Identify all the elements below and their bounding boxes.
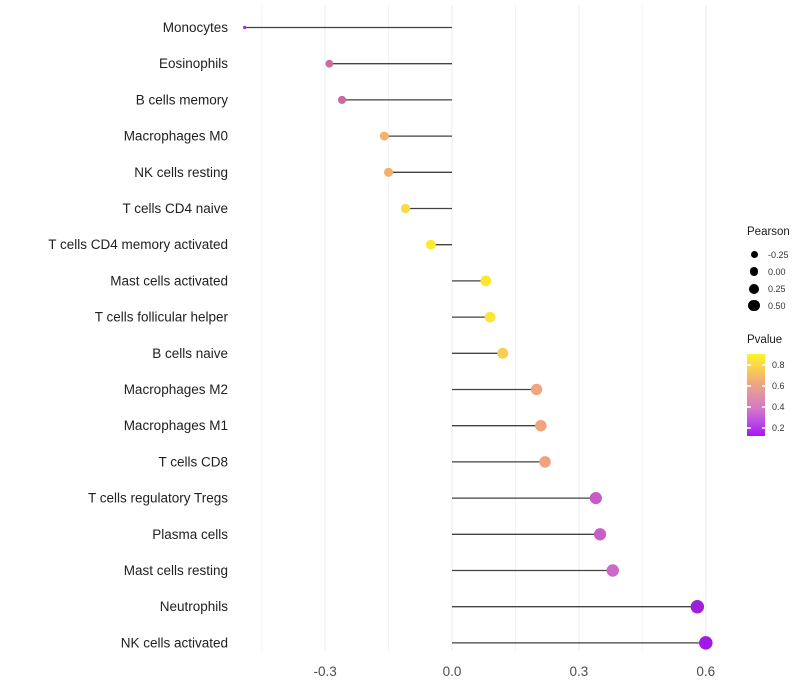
legend-size-label: 0.50 <box>768 300 786 311</box>
legend-pearson-item: 0.00 <box>747 263 790 280</box>
legend-size-dot <box>749 283 759 294</box>
data-point <box>480 275 492 287</box>
lollipop-row: T cells follicular helper <box>95 310 496 325</box>
legend-size-label: -0.25 <box>768 249 789 260</box>
category-label: NK cells resting <box>134 165 228 180</box>
lollipop-row: Plasma cells <box>152 527 607 542</box>
legend-pearson-title: Pearson <box>747 226 790 238</box>
category-label: B cells memory <box>136 92 229 107</box>
x-tick-label: 0.3 <box>570 664 589 679</box>
x-tick-label: 0.0 <box>443 664 462 679</box>
category-label: Macrophages M2 <box>124 382 228 397</box>
x-tick-label: 0.6 <box>696 664 715 679</box>
data-point <box>325 59 334 68</box>
colorbar-tick-label: 0.4 <box>772 401 785 412</box>
data-point <box>337 95 347 104</box>
legend-pearson: Pearson -0.25 0.00 0.25 0.50 <box>747 226 790 314</box>
pvalue-colorbar <box>747 354 765 436</box>
colorbar-tick <box>747 406 751 408</box>
legend-size-dot <box>748 299 760 312</box>
data-point <box>379 131 389 141</box>
lollipop-row: Monocytes <box>163 20 452 35</box>
colorbar-tick <box>761 364 765 366</box>
lollipop-row: Neutrophils <box>160 599 705 614</box>
lollipop-row: T cells regulatory Tregs <box>88 491 602 506</box>
colorbar-tick-label: 0.6 <box>772 380 785 391</box>
lollipop-row: B cells memory <box>136 92 452 107</box>
data-point <box>593 528 607 541</box>
category-label: Mast cells resting <box>124 563 228 578</box>
lollipop-row: NK cells resting <box>134 165 452 180</box>
legend-pvalue-title: Pvalue <box>747 334 783 346</box>
legend-size-dot-col <box>747 299 761 312</box>
lollipop-row: Macrophages M0 <box>124 129 452 144</box>
colorbar-tick-label: 0.2 <box>772 422 785 433</box>
lollipop-row: T cells CD4 memory activated <box>48 237 452 252</box>
x-tick-label: -0.3 <box>313 664 336 679</box>
x-axis: -0.3 0.0 0.3 0.6 <box>313 664 715 679</box>
data-point <box>539 456 551 468</box>
lollipop-row: B cells naive <box>152 346 509 361</box>
category-label: T cells CD4 naive <box>122 201 228 216</box>
legend-pvalue: Pvalue 0.8 0.6 0.4 0.2 <box>747 334 785 436</box>
category-label: NK cells activated <box>121 635 228 650</box>
lollipop-row: Macrophages M1 <box>124 418 547 433</box>
data-point <box>535 419 547 432</box>
data-point <box>242 25 247 30</box>
lollipop-row: Mast cells resting <box>124 563 619 578</box>
data-point <box>606 564 619 577</box>
legend-pearson-item: 0.50 <box>747 297 790 314</box>
data-point <box>497 347 509 359</box>
category-label: T cells CD8 <box>158 454 228 469</box>
lollipop-row: Eosinophils <box>159 56 452 71</box>
colorbar-tick <box>747 427 751 429</box>
lollipop-row: Macrophages M2 <box>124 382 543 397</box>
category-label: Monocytes <box>163 20 229 35</box>
legend-size-label: 0.00 <box>768 266 786 277</box>
category-label: T cells CD4 memory activated <box>48 237 228 252</box>
legend-size-dot-col <box>747 267 761 276</box>
data-point <box>425 239 436 250</box>
colorbar-tick <box>747 364 751 366</box>
category-label: Mast cells activated <box>110 273 228 288</box>
lollipop-row: T cells CD4 naive <box>122 201 452 216</box>
legend-size-dot-col <box>747 251 761 258</box>
data-point <box>530 383 543 396</box>
pvalue-colorbar-wrap: 0.8 0.6 0.4 0.2 <box>747 354 785 436</box>
category-label: Neutrophils <box>160 599 229 614</box>
legend-size-dot <box>750 251 758 258</box>
data-point <box>699 636 713 650</box>
legend-size-dot <box>749 267 759 276</box>
category-label: B cells naive <box>152 346 228 361</box>
gridlines <box>261 5 707 651</box>
category-label: T cells regulatory Tregs <box>88 491 228 506</box>
legend-pearson-item: 0.25 <box>747 280 790 297</box>
colorbar-tick <box>761 406 765 408</box>
category-label: T cells follicular helper <box>95 310 229 325</box>
data-point <box>690 600 705 614</box>
lollipop-row: Mast cells activated <box>110 273 492 288</box>
data-point <box>384 167 394 177</box>
lollipop-row: T cells CD8 <box>158 454 551 469</box>
lollipop-row: NK cells activated <box>121 635 713 650</box>
category-label: Macrophages M1 <box>124 418 228 433</box>
category-label: Macrophages M0 <box>124 129 228 144</box>
category-label: Plasma cells <box>152 527 228 542</box>
colorbar-tick <box>761 385 765 387</box>
legend-pearson-item: -0.25 <box>747 246 790 263</box>
legend-size-label: 0.25 <box>768 283 786 294</box>
data-point <box>400 203 411 214</box>
legend-pearson-items: -0.25 0.00 0.25 0.50 <box>747 246 790 314</box>
colorbar-tick-label: 0.8 <box>772 359 785 370</box>
colorbar-tick <box>761 427 765 429</box>
data-point <box>589 491 602 505</box>
data-point <box>484 311 496 323</box>
colorbar-tick <box>747 385 751 387</box>
category-label: Eosinophils <box>159 56 228 71</box>
legend-size-dot-col <box>747 283 761 294</box>
